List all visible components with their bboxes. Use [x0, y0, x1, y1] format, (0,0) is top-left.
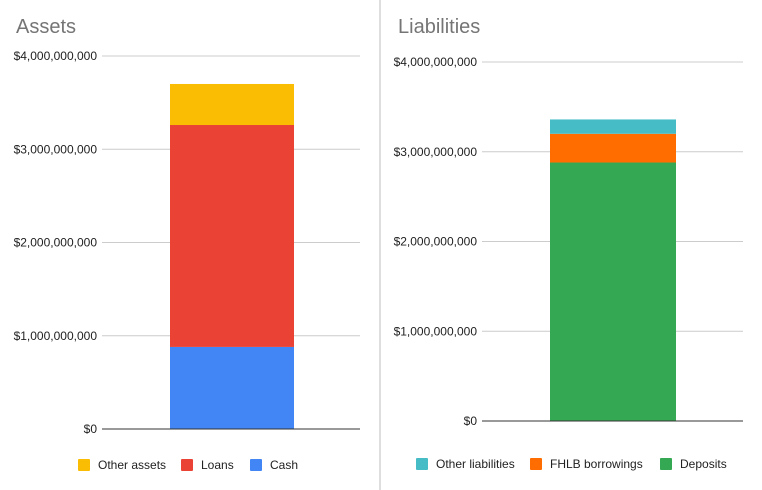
y-tick-label: $1,000,000,000 [14, 329, 98, 343]
bar-segment-fhlb-borrowings [550, 133, 676, 163]
y-tick-label: $2,000,000,000 [14, 236, 98, 250]
legend-label: Loans [201, 458, 234, 472]
y-axis-ticks: $0 $1,000,000,000 $2,000,000,000 $3,000,000… [14, 49, 98, 436]
chart-title: Assets [16, 16, 76, 38]
legend-swatch [181, 459, 193, 471]
bar-segment-cash [170, 346, 294, 429]
y-tick-label: $3,000,000,000 [14, 142, 98, 156]
legend-item-deposits[interactable]: Deposits [660, 457, 727, 471]
legend: Other liabilities FHLB borrowings Deposits [416, 457, 727, 471]
legend-label: Other assets [98, 458, 166, 472]
y-tick-label: $4,000,000,000 [14, 49, 98, 63]
bar-stack [550, 119, 676, 421]
legend-label: FHLB borrowings [550, 457, 643, 471]
legend-swatch [530, 458, 542, 470]
bar-stack [170, 83, 294, 429]
liabilities-chart: Liabilities $0 $1,000,000,000 $2,000,000,0… [394, 16, 743, 471]
y-tick-label: $2,000,000,000 [394, 235, 478, 249]
y-tick-label: $0 [464, 414, 478, 428]
legend-item-cash[interactable]: Cash [250, 458, 298, 472]
y-tick-label: $0 [84, 422, 98, 436]
bar-segment-loans [170, 125, 294, 347]
legend-label: Cash [270, 458, 298, 472]
legend: Other assets Loans Cash [78, 458, 298, 472]
y-tick-label: $1,000,000,000 [394, 324, 478, 338]
legend-swatch [250, 459, 262, 471]
legend-label: Deposits [680, 457, 727, 471]
legend-swatch [416, 458, 428, 470]
legend-label: Other liabilities [436, 457, 515, 471]
legend-item-other-assets[interactable]: Other assets [78, 458, 166, 472]
bar-segment-deposits [550, 162, 676, 421]
chart-title: Liabilities [398, 16, 480, 38]
bar-segment-other-assets [170, 83, 294, 126]
y-tick-label: $4,000,000,000 [394, 55, 478, 69]
legend-item-fhlb-borrowings[interactable]: FHLB borrowings [530, 457, 643, 471]
y-axis-ticks: $0 $1,000,000,000 $2,000,000,000 $3,000,000… [394, 55, 478, 428]
legend-item-loans[interactable]: Loans [181, 458, 234, 472]
bar-segment-other-liabilities [550, 119, 676, 134]
legend-swatch [660, 458, 672, 470]
y-tick-label: $3,000,000,000 [394, 145, 478, 159]
legend-item-other-liabilities[interactable]: Other liabilities [416, 457, 515, 471]
legend-swatch [78, 459, 90, 471]
assets-chart: Assets $0 $1,000,000,000 $2,000,000,000 $3,… [14, 16, 360, 472]
